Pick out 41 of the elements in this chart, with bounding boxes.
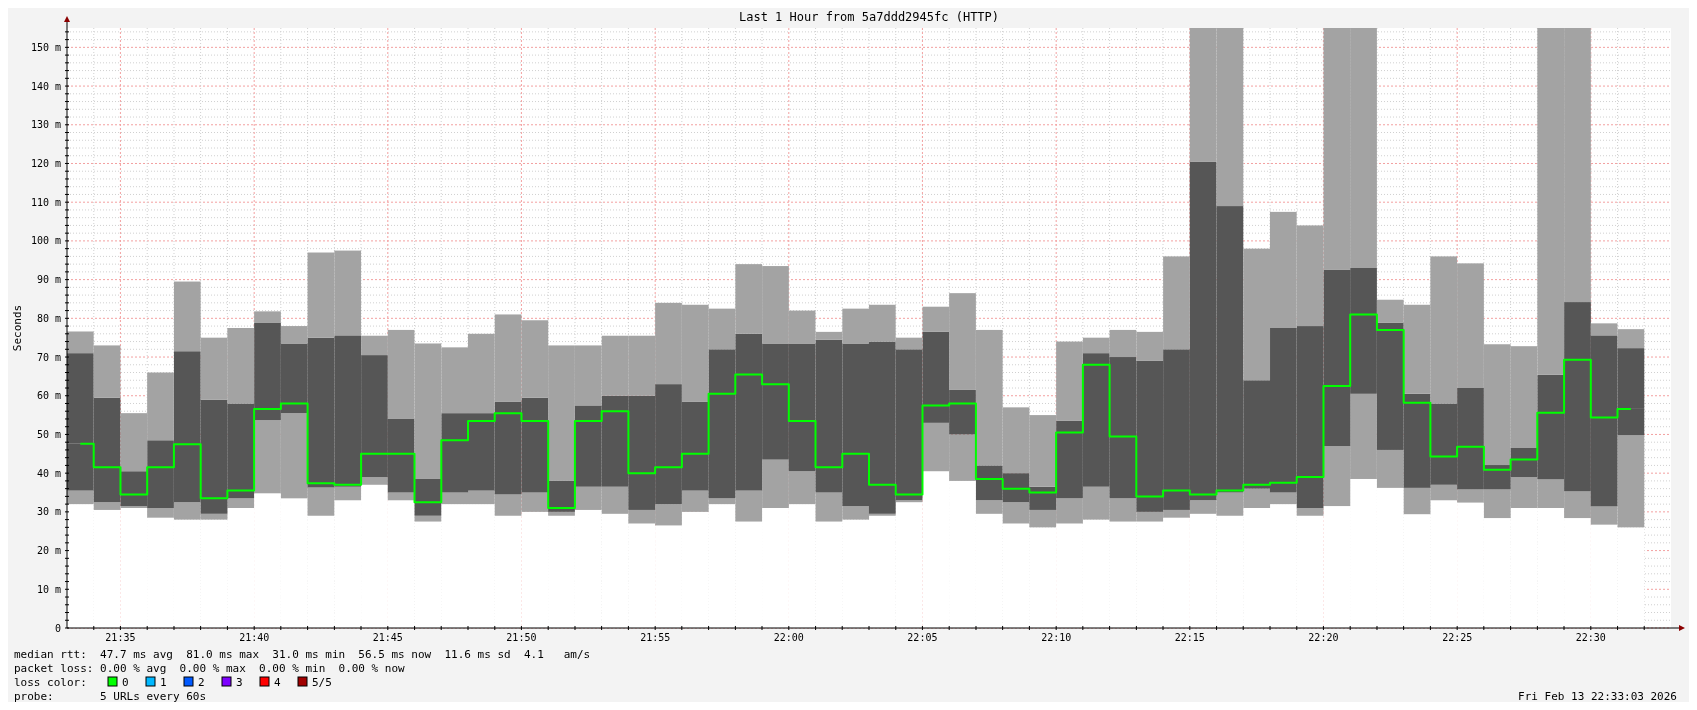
- y-tick-label: 150 m: [30, 41, 61, 53]
- legend-label: 3: [236, 676, 243, 689]
- x-tick-label: 22:30: [1575, 632, 1606, 643]
- y-tick-label: 30 m: [36, 506, 61, 518]
- y-tick-label: 20 m: [36, 545, 61, 557]
- x-tick-label: 22:00: [773, 632, 804, 643]
- x-tick-label: 21:45: [372, 632, 403, 643]
- text: packet loss: 0.00 % avg 0.00 % max 0.00 % min 0.00 % now: [14, 662, 406, 675]
- text: probe: 5 URLs every 60s: [14, 690, 207, 703]
- x-tick-label: 21:40: [239, 632, 270, 643]
- y-tick-label: 130 m: [30, 119, 61, 131]
- legend-label: 1: [160, 676, 167, 689]
- x-tick-label: 21:35: [105, 632, 136, 643]
- y-tick-label: 140 m: [30, 80, 61, 92]
- text: median rtt: 47.7 ms avg 81.0 ms max 31.0 ms min 56.5 ms now 11.6 ms sd 4.1 am/s: [14, 648, 591, 661]
- y-tick-label: 90 m: [36, 274, 61, 286]
- x-tick-label: 22:15: [1174, 632, 1205, 643]
- chart-title: Last 1 Hour from 5a7ddd2945fc (HTTP): [738, 10, 1000, 24]
- x-tick-label: 21:50: [506, 632, 537, 643]
- text: Fri Feb 13 22:33:03 2026: [1518, 690, 1677, 703]
- y-tick-label: 80 m: [36, 312, 61, 324]
- legend-label: 4: [274, 676, 281, 689]
- legend-label: 5/5: [312, 676, 332, 689]
- x-tick-label: 22:20: [1308, 632, 1339, 643]
- y-tick-label: 40 m: [36, 467, 61, 479]
- y-tick-label: 110 m: [30, 196, 61, 208]
- legend-label: 0: [122, 676, 129, 689]
- legend-label: 2: [198, 676, 205, 689]
- y-tick-label: 120 m: [30, 157, 61, 169]
- y-axis-title: Seconds: [11, 304, 24, 352]
- y-tick-label: 100 m: [30, 235, 61, 247]
- y-tick-label: 50 m: [36, 428, 61, 440]
- x-tick-label: 22:10: [1041, 632, 1072, 643]
- y-tick-label: 70 m: [36, 351, 61, 363]
- y-tick-label: 10 m: [36, 583, 61, 595]
- y-tick-label: 60 m: [36, 390, 61, 402]
- x-tick-label: 21:55: [640, 632, 671, 643]
- x-tick-label: 22:05: [907, 632, 938, 643]
- y-tick-label: 0: [54, 622, 61, 634]
- legend-title: loss color:: [14, 676, 87, 689]
- x-tick-label: 22:25: [1442, 632, 1473, 643]
